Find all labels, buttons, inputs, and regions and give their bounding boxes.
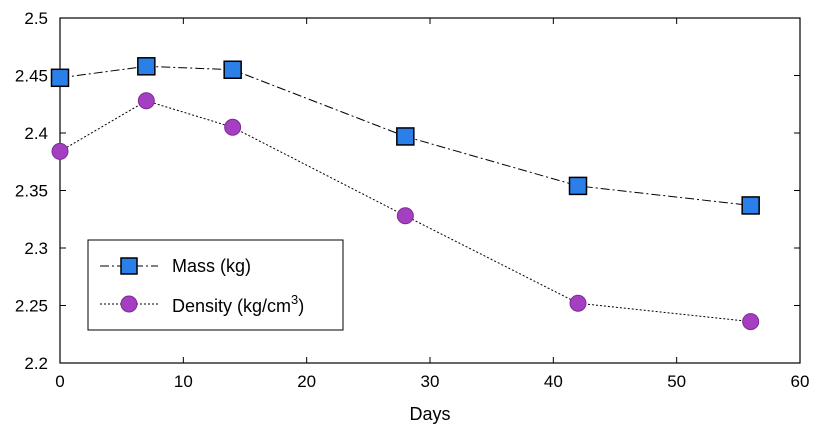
x-tick-label: 40 [544,372,563,391]
y-tick-label: 2.2 [24,354,48,373]
x-tick-label: 10 [174,372,193,391]
mass-marker [50,68,70,88]
legend-density-label-base: Density (kg/cm [172,296,291,316]
density-marker [224,118,242,136]
x-axis-label: Days [409,404,450,424]
x-tick-label: 0 [55,372,64,391]
mass-marker [223,60,242,79]
mass-marker [741,196,760,215]
density-marker [137,92,155,110]
x-tick-label: 20 [297,372,316,391]
x-tick-label: 60 [791,372,810,391]
mass-marker [137,57,156,76]
mass-marker [396,127,415,146]
y-tick-label: 2.5 [24,9,48,28]
mass-marker [568,176,588,196]
legend-density-label-end: ) [298,296,304,316]
density-marker [569,294,587,312]
x-tick-label: 30 [421,372,440,391]
legend-density-label-sup: 3 [291,292,298,307]
y-tick-label: 2.45 [15,67,48,86]
density-marker [51,142,69,160]
y-tick-label: 2.25 [15,297,48,316]
y-tick-label: 2.35 [15,182,48,201]
density-marker [742,313,760,331]
legend-density-marker [120,295,138,313]
legend-mass-label: Mass (kg) [172,256,251,276]
legend-box [87,239,344,331]
x-tick-label: 50 [667,372,686,391]
legend-mass-marker [120,257,138,275]
y-tick-label: 2.4 [24,124,48,143]
y-tick-label: 2.3 [24,239,48,258]
legend-density-label: Density (kg/cm3) [172,292,304,316]
density-marker [396,207,414,225]
series-line-mass [59,65,751,206]
legend: Mass (kg) Density (kg/cm3) [87,239,344,331]
